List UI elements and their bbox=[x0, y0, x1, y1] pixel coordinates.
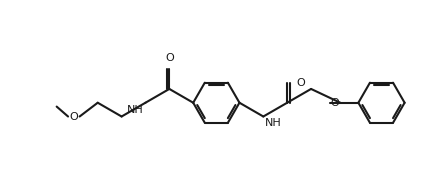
Text: NH: NH bbox=[127, 105, 144, 115]
Text: O: O bbox=[296, 78, 305, 88]
Text: NH: NH bbox=[265, 118, 282, 128]
Text: O: O bbox=[70, 112, 78, 122]
Text: O: O bbox=[165, 53, 173, 63]
Text: O: O bbox=[330, 98, 339, 108]
